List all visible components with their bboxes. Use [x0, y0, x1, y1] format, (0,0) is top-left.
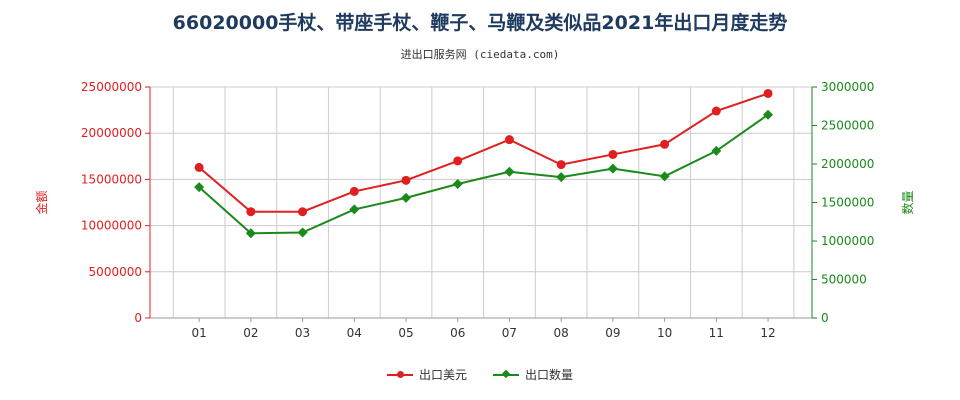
series-usd-point — [298, 207, 308, 217]
series-qty-point — [349, 204, 360, 215]
y-left-tick-label: 5000000 — [89, 265, 142, 279]
chart-title: 66020000手杖、带座手杖、鞭子、马鞭及类似品2021年出口月度走势 — [172, 12, 788, 34]
series-usd-point — [608, 149, 618, 159]
legend-qty-label: 出口数量 — [525, 368, 574, 382]
series-qty-point — [452, 179, 463, 190]
series-usd-point — [194, 162, 204, 172]
series-usd-point — [349, 186, 359, 196]
y-right-tick-label: 2500000 — [821, 119, 874, 133]
series-usd-point — [763, 88, 773, 98]
series-qty-point — [556, 172, 567, 183]
legend-usd-swatch-icon — [386, 370, 413, 380]
x-tick-label: 08 — [554, 326, 569, 340]
series-qty-point — [297, 227, 308, 238]
series-qty-line — [198, 113, 769, 235]
legend-item-qty[interactable]: 出口数量 — [493, 366, 573, 383]
y-left-tick-label: 25000000 — [81, 80, 142, 94]
x-tick-label: 12 — [760, 326, 775, 340]
y-right-tick-label: 500000 — [821, 273, 867, 287]
series-usd-point — [504, 135, 514, 145]
x-tick-label: 06 — [450, 326, 465, 340]
y-left-tick-label: 15000000 — [81, 172, 142, 186]
legend-usd-label: 出口美元 — [418, 368, 467, 382]
legend-item-usd[interactable]: 出口美元 — [386, 366, 467, 383]
y-left-axis-title: 金额 — [34, 190, 49, 214]
y-left-tick-label: 0 — [134, 311, 142, 325]
y-right-tick-label: 0 — [821, 311, 829, 325]
legend: 出口美元 出口数量 — [0, 366, 960, 383]
series-qty-point — [401, 192, 412, 203]
series-qty-point — [659, 171, 670, 182]
series-qty-point — [763, 109, 774, 120]
series-usd-point — [660, 139, 670, 149]
y-right-tick-label: 1000000 — [821, 234, 874, 248]
series-qty-point — [504, 166, 515, 177]
x-tick-label: 04 — [347, 326, 362, 340]
legend-qty-swatch-icon — [493, 369, 519, 380]
series-qty-point — [711, 145, 722, 156]
series-qty-point — [245, 228, 256, 239]
series-usd-point — [556, 160, 566, 170]
series-usd-point — [453, 156, 463, 166]
x-tick-label: 09 — [605, 326, 620, 340]
series-qty-point — [607, 163, 618, 174]
y-right-tick-label: 3000000 — [821, 80, 874, 94]
x-tick-label: 05 — [398, 326, 413, 340]
y-right-tick-label: 2000000 — [821, 157, 874, 171]
x-tick-label: 10 — [657, 326, 672, 340]
x-tick-label: 01 — [191, 326, 206, 340]
series-qty-point — [194, 182, 205, 193]
y-right-tick-label: 1500000 — [821, 196, 874, 210]
series-usd-point — [246, 207, 256, 217]
series-usd-point — [711, 106, 721, 116]
y-right-axis-title: 数量 — [900, 190, 915, 214]
series-usd-point — [401, 175, 411, 185]
series-usd-line — [198, 92, 769, 213]
y-left-tick-label: 10000000 — [81, 219, 142, 233]
x-tick-label: 03 — [295, 326, 310, 340]
chart-subtitle: 进出口服务网 (ciedata.com) — [400, 48, 560, 61]
x-tick-label: 02 — [243, 326, 258, 340]
x-tick-label: 07 — [502, 326, 517, 340]
y-left-tick-label: 20000000 — [81, 126, 142, 140]
x-tick-label: 11 — [709, 326, 724, 340]
